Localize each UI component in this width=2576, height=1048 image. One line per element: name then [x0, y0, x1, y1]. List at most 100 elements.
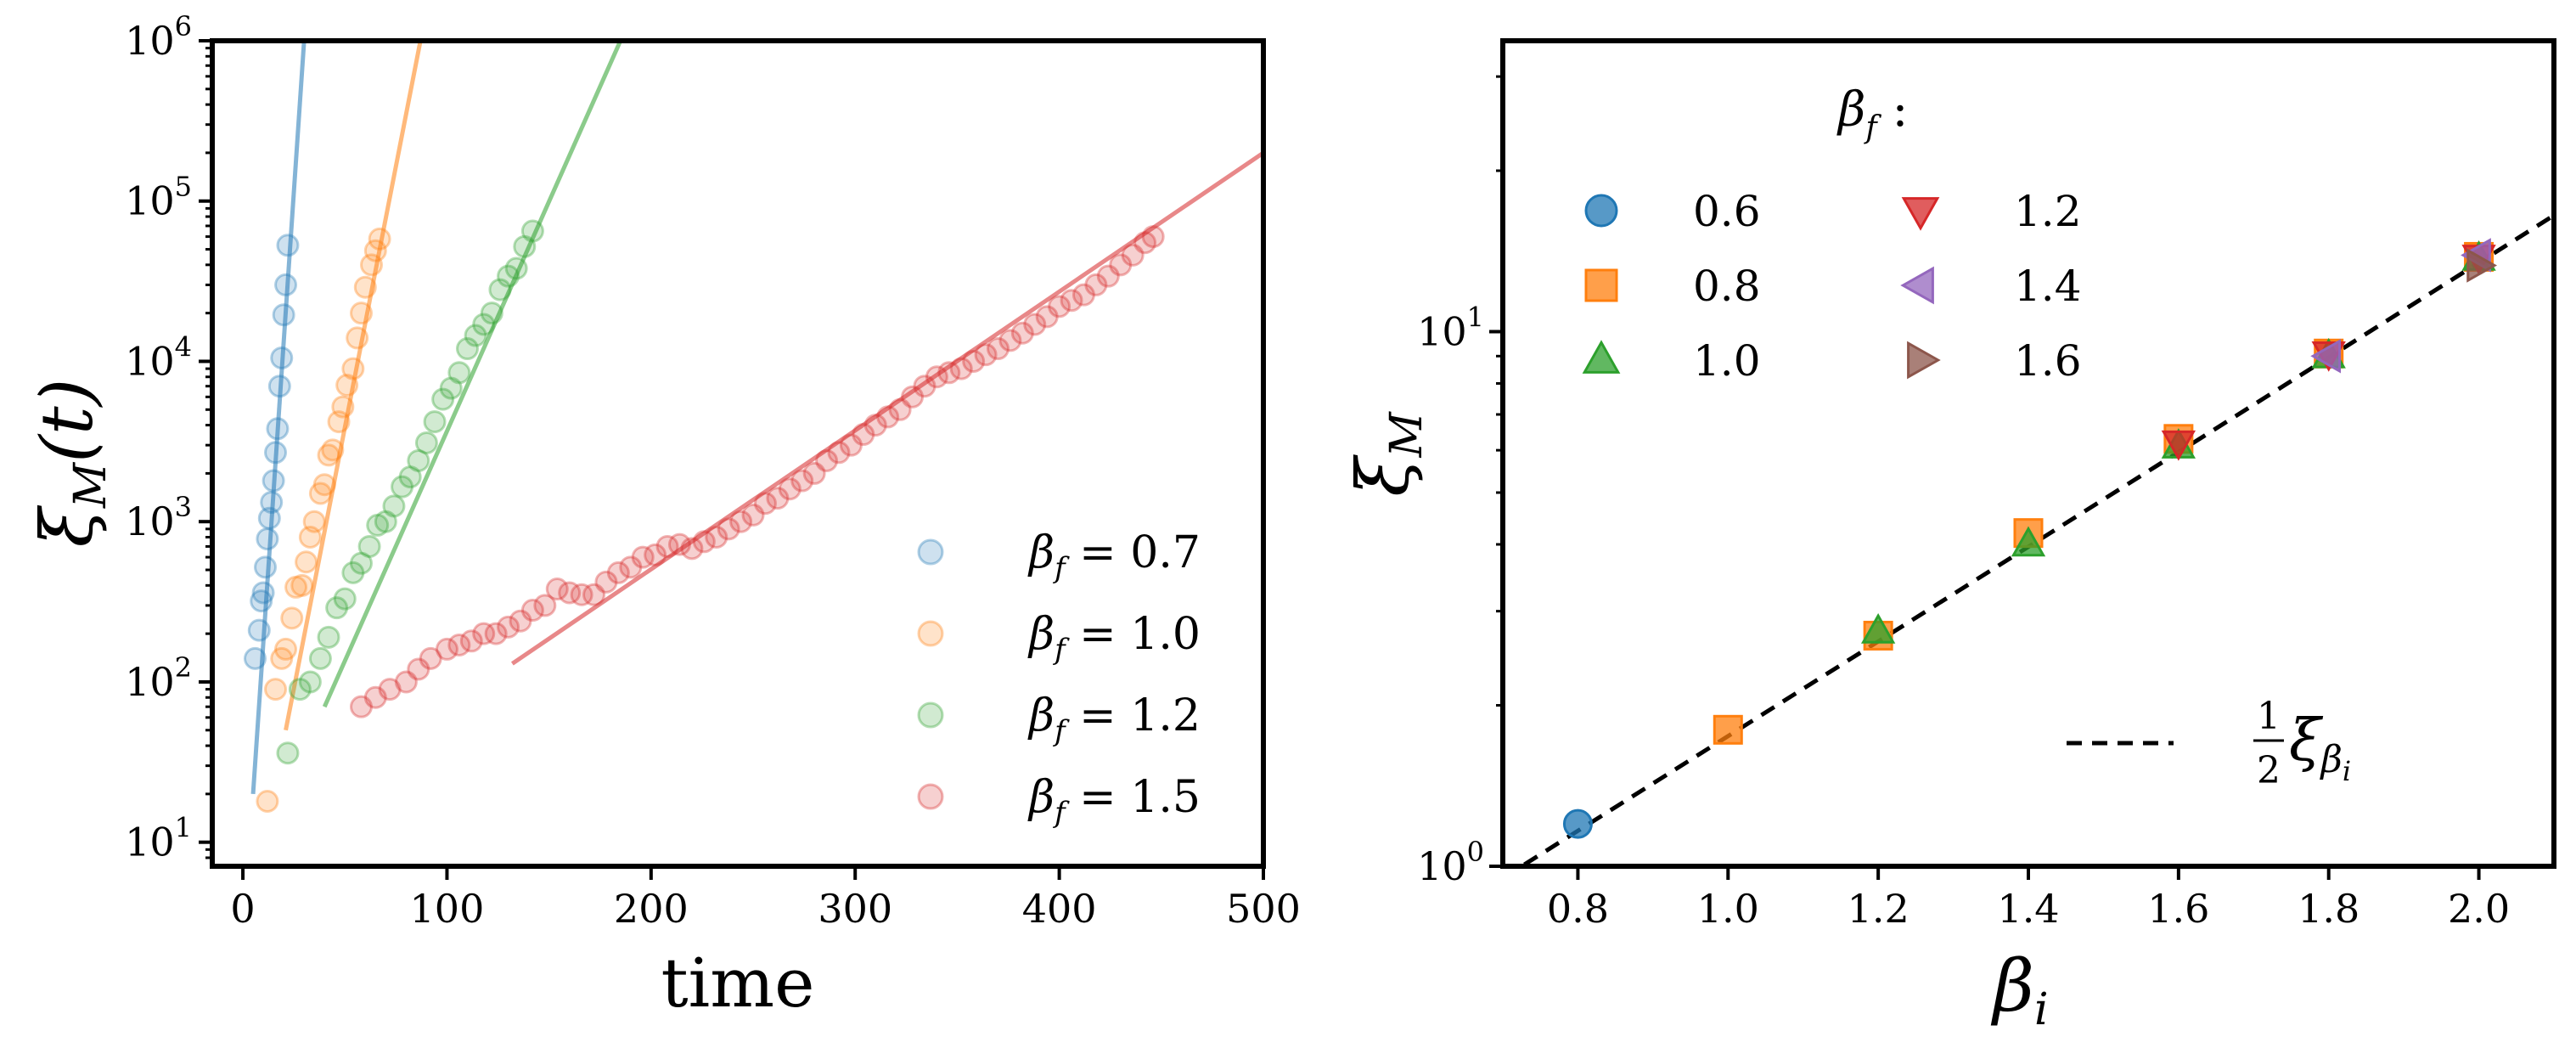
data-point	[497, 264, 520, 288]
data-point	[260, 490, 284, 514]
marker-circle	[1562, 809, 1593, 839]
legend-label: 1.4	[2014, 262, 2082, 311]
fit-line-series-2	[322, 41, 623, 708]
data-point	[962, 349, 986, 373]
legend-label: βf = 1.5	[1027, 772, 1201, 830]
data-point	[619, 555, 643, 579]
data-point	[349, 301, 373, 325]
data-point	[382, 494, 406, 518]
data-point	[251, 581, 275, 605]
data-point	[545, 578, 569, 601]
right-x-axis-label: βi	[1990, 944, 2048, 1035]
data-point	[852, 423, 875, 447]
data-point	[414, 431, 438, 454]
data-point	[1035, 305, 1059, 329]
marker-triangle-up	[1582, 340, 1621, 374]
x-tick-label: 0.8	[1547, 886, 1609, 932]
data-point	[391, 475, 414, 499]
data-point	[257, 506, 281, 530]
data-point	[266, 417, 290, 441]
data-point	[280, 606, 304, 630]
data-point	[302, 510, 326, 533]
data-point	[1048, 295, 1071, 318]
data-point	[331, 395, 355, 419]
left-legend: βf = 0.7 βf = 1.0 βf = 1.2 βf = 1.5	[917, 527, 1201, 830]
data-point	[520, 599, 544, 623]
data-point	[937, 361, 961, 385]
legend-label: 0.6	[1693, 187, 1761, 236]
data-point	[374, 510, 397, 533]
data-point	[295, 550, 318, 574]
marker-triangle-up	[2011, 526, 2046, 557]
data-point	[888, 397, 912, 421]
data-point	[325, 596, 349, 620]
legend-marker	[917, 783, 944, 810]
data-point	[256, 790, 279, 814]
marker-square	[1713, 714, 1743, 745]
y-tick-label: 101	[1417, 301, 1484, 354]
legend-fraction-numerator: 1	[2257, 695, 2281, 738]
data-point	[1071, 283, 1095, 307]
data-point	[267, 375, 291, 398]
data-point	[827, 441, 851, 465]
fit-line-series-3	[510, 150, 1263, 666]
x-tick-label: 1.0	[1697, 886, 1759, 932]
data-point	[274, 637, 298, 661]
marker-triangle-right	[1907, 341, 1941, 380]
x-tick-label: 1.6	[2147, 886, 2209, 932]
data-point	[264, 441, 288, 465]
data-point	[1133, 231, 1157, 255]
left-y-ticks: 101 102 103 104 105 106	[125, 10, 212, 865]
data-point	[925, 365, 948, 389]
data-point	[667, 532, 691, 556]
legend-title: βf :	[1836, 82, 1908, 145]
data-point	[913, 375, 936, 398]
data-point	[264, 678, 288, 701]
y-tick-label: 105	[125, 171, 192, 224]
left-y-axis-label: ξM(t)	[25, 379, 116, 548]
marker-triangle-down	[2161, 430, 2196, 461]
fit-line-series-0	[250, 41, 307, 795]
data-point	[497, 615, 520, 639]
y-tick-label: 101	[125, 812, 192, 865]
legend-reference-label: ξβi	[2289, 707, 2351, 787]
legend-label: βf = 0.7	[1027, 527, 1201, 585]
y-tick-label: 106	[125, 10, 192, 64]
data-point	[455, 337, 479, 361]
data-point	[504, 256, 528, 280]
data-point	[1084, 273, 1108, 296]
data-point	[480, 301, 503, 325]
legend-marker	[917, 701, 944, 729]
legend-label: 0.8	[1693, 262, 1761, 311]
data-point	[353, 275, 377, 299]
data-point	[472, 313, 496, 336]
legend-label: 1.6	[2014, 336, 2082, 386]
left-fit-lines	[250, 41, 1263, 795]
data-point	[464, 324, 487, 347]
data-point	[447, 361, 471, 385]
data-point	[327, 410, 351, 434]
data-point	[644, 543, 667, 566]
data-point	[570, 583, 593, 606]
data-point	[582, 583, 606, 606]
data-point	[815, 448, 839, 472]
x-tick-label: 200	[614, 886, 689, 932]
data-point	[262, 469, 285, 493]
data-point	[802, 461, 826, 485]
data-point	[254, 555, 278, 579]
y-tick-label: 100	[1417, 836, 1484, 889]
data-point	[366, 513, 390, 537]
data-point	[680, 537, 704, 561]
data-point	[484, 622, 508, 645]
right-plot-frame	[1500, 38, 2556, 869]
legend-label: βf = 1.0	[1027, 609, 1201, 667]
data-point	[368, 227, 391, 251]
x-tick-label: 500	[1226, 886, 1301, 932]
x-tick-label: 1.8	[2298, 886, 2359, 932]
data-point	[655, 534, 679, 558]
data-point	[1023, 313, 1047, 336]
left-x-axis-label: time	[661, 944, 815, 1023]
data-point	[717, 517, 740, 541]
data-point	[488, 278, 512, 301]
